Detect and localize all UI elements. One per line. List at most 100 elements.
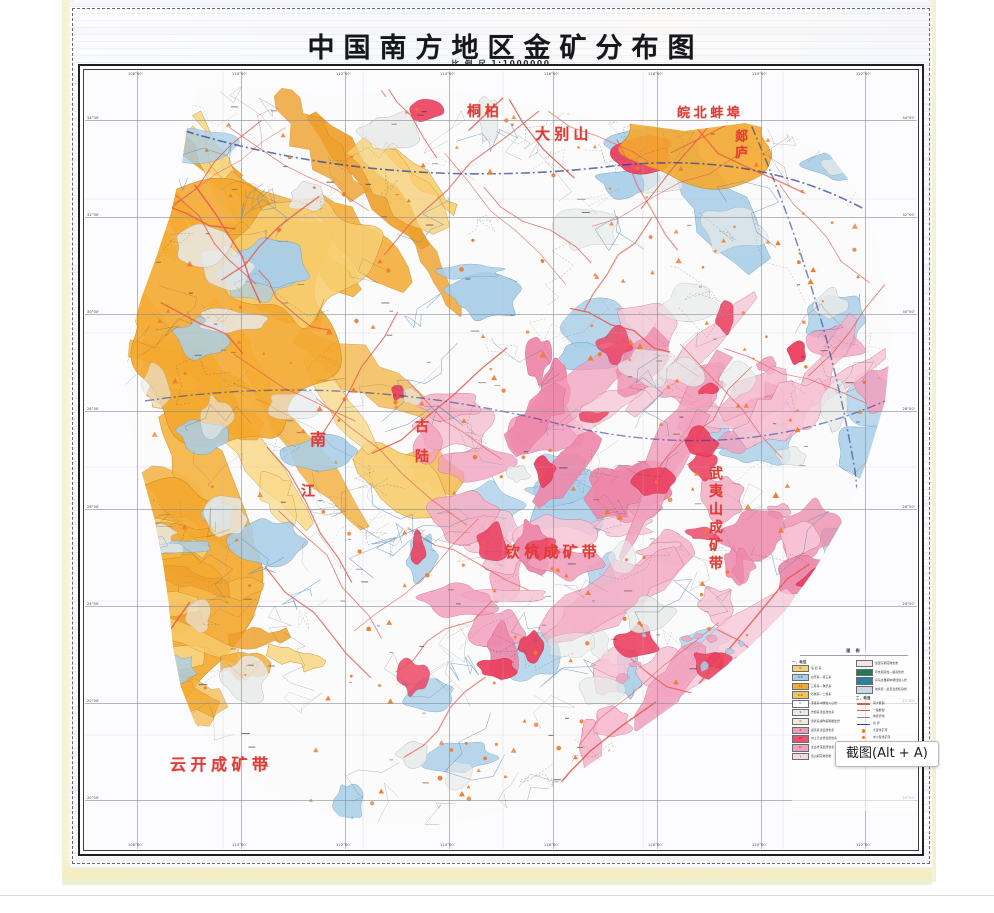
graticule-latitude-label: 32°00' — [902, 213, 915, 217]
legend-item[interactable]: 中小型金矿床 — [856, 735, 916, 741]
legend-swatch-code: K-E — [798, 675, 803, 679]
graticule-latitude-label: 26°00' — [87, 505, 100, 509]
map-canvas[interactable]: 108°00' 108°00' 110°00' 110°00' 112°00' 112°0… — [85, 71, 917, 849]
legend-item-label: 喜马拉雅期中酸性侵入岩 — [875, 678, 907, 683]
graticule-longitude-label: 108°00' — [128, 72, 143, 76]
legend-item-label: 中小型金矿床 — [873, 734, 891, 739]
legend-column-right: 加里东期花岗岩类印支期基性－超基性岩 喜马拉雅期中酸性侵入岩前寒武－震旦变质核杂岩… — [856, 658, 916, 762]
desktop-background-strip — [0, 896, 994, 913]
paper-edge-bottom — [62, 863, 932, 885]
legend-item[interactable]: D 泥盆系中酸性火山岩 — [792, 700, 852, 708]
legend-item-label: 三叠系－侏罗系 — [811, 683, 832, 688]
screenshot-tooltip-button[interactable]: 截图(Alt + A) — [835, 741, 939, 767]
legend-item[interactable]: Z 震旦系浅变质岩系 — [792, 726, 852, 735]
graticule-latitude-label: 24°00' — [902, 602, 915, 606]
graticule-meridian — [553, 71, 554, 849]
graticule-parallel — [85, 120, 917, 121]
legend-swatch-code: γ — [799, 755, 802, 759]
legend-swatch: Ar — [792, 744, 809, 752]
legend-swatch — [856, 686, 873, 694]
legend-item[interactable]: 加里东期花岗岩类 — [856, 659, 916, 668]
scanned-map-sheet: 中国南方地区金矿分布图 比 例 尺 1:1000000 108°00' 108°0… — [70, 0, 932, 868]
legend-swatch-code: Z — [799, 728, 802, 732]
legend-item-label: 太古界深变质岩系 — [811, 745, 835, 750]
legend-title: 图 例 — [846, 648, 862, 653]
legend-item[interactable]: 印支期基性－超基性岩 — [856, 668, 916, 677]
legend-item[interactable]: K-E 白垩系－第三系 — [792, 673, 852, 682]
legend-divider — [800, 654, 908, 656]
graticule-latitude-label: 24°00' — [87, 602, 100, 606]
graticule-longitude-label: 112°00' — [336, 72, 351, 76]
graticule-latitude-label: 30°00' — [87, 310, 100, 314]
legend-swatch: K-E — [792, 673, 809, 682]
legend-item[interactable]: Pt 中上元古界变质岩系 — [792, 735, 852, 743]
legend-item[interactable]: S 志留系浅变质岩系 — [792, 708, 852, 717]
graticule-meridian — [865, 71, 866, 849]
map-legend[interactable]: 图 例 一、地层 Q 第 四 系 K-E 白垩系－第三系 T-J 三叠系－侏罗系 C-P 石炭系… — [792, 648, 916, 811]
geological-map-artwork — [85, 71, 917, 849]
legend-item-label: 第 四 系 — [811, 665, 822, 670]
graticule-latitude-label: 28°00' — [87, 407, 100, 411]
graticule-longitude-label: 120°00' — [752, 72, 767, 76]
legend-item[interactable]: 深大断裂 — [856, 701, 916, 707]
scan-band — [70, 56, 932, 59]
graticule-longitude-label: 114°00' — [440, 843, 455, 847]
legend-item[interactable]: O 寒武系奥陶系碳酸盐岩 — [792, 717, 852, 726]
legend-swatch — [856, 721, 871, 727]
graticule-longitude-label: 108°00' — [128, 843, 143, 847]
legend-item[interactable]: 一般断裂 — [856, 708, 916, 714]
legend-item-label: 一般断裂 — [873, 707, 885, 712]
map-neatline-inner — [83, 69, 919, 851]
legend-item-label: 震旦系浅变质岩系 — [811, 727, 835, 732]
map-scale-text: 比 例 尺 1:1000000 — [70, 58, 932, 69]
legend-item-label: 加里东期花岗岩类 — [875, 660, 899, 665]
graticule-parallel — [85, 703, 917, 704]
graticule-latitude-label: 32°00' — [87, 213, 100, 217]
graticule-meridian — [657, 71, 658, 849]
legend-item[interactable]: C-P 石炭系－二叠系 — [792, 691, 852, 699]
legend-item[interactable]: 前寒武－震旦变质核杂岩 — [856, 686, 916, 694]
graticule-latitude-label: 26°00' — [902, 505, 915, 509]
legend-swatch-code: S — [799, 711, 802, 715]
legend-swatch — [856, 728, 871, 734]
legend-swatch: S — [792, 708, 809, 717]
scan-band — [70, 857, 932, 863]
screenshot-selection-marquee[interactable] — [72, 8, 930, 864]
legend-item[interactable]: 地质界线 — [856, 714, 916, 720]
legend-item[interactable]: T-J 三叠系－侏罗系 — [792, 682, 852, 691]
legend-item-label: 地质界线 — [873, 714, 885, 719]
graticule-latitude-label: 28°00' — [902, 407, 915, 411]
graticule-meridian — [345, 71, 346, 849]
graticule-parallel — [85, 800, 917, 801]
legend-item[interactable]: 喜马拉雅期中酸性侵入岩 — [856, 677, 916, 685]
legend-swatch-code: D — [799, 702, 802, 706]
graticule-longitude-label: 116°00' — [544, 72, 559, 76]
graticule-longitude-label: 122°00' — [856, 843, 871, 847]
legend-swatch — [856, 701, 871, 707]
legend-item[interactable]: γ 燕山期花岗岩类 — [792, 752, 852, 761]
legend-item[interactable]: 大型金矿床 — [856, 728, 916, 734]
legend-item-label: 燕山期花岗岩类 — [811, 753, 832, 758]
legend-swatch: T-J — [792, 682, 809, 691]
graticule-latitude-label: 34°00' — [87, 116, 100, 120]
legend-swatch-code: T-J — [798, 684, 803, 688]
legend-item[interactable]: 省 界 — [856, 721, 916, 727]
legend-item-label: 泥盆系中酸性火山岩 — [811, 701, 838, 706]
legend-swatch: O — [792, 717, 809, 726]
map-title: 中国南方地区金矿分布图 — [307, 33, 704, 64]
legend-swatch-code: Q — [799, 667, 802, 671]
graticule-meridian — [241, 71, 242, 849]
legend-item-label: 寒武系奥陶系碳酸盐岩 — [811, 718, 840, 723]
graticule-longitude-label: 118°00' — [648, 72, 663, 76]
graticule-latitude-label: 30°00' — [902, 310, 915, 314]
graticule-parallel — [85, 411, 917, 412]
legend-swatch: C-P — [792, 691, 809, 699]
legend-item[interactable]: Ar 太古界深变质岩系 — [792, 744, 852, 752]
graticule-longitude-label: 110°00' — [232, 72, 247, 76]
graticule-parallel — [85, 606, 917, 607]
legend-swatch-code: O — [799, 719, 802, 723]
graticule-parallel — [85, 217, 917, 218]
